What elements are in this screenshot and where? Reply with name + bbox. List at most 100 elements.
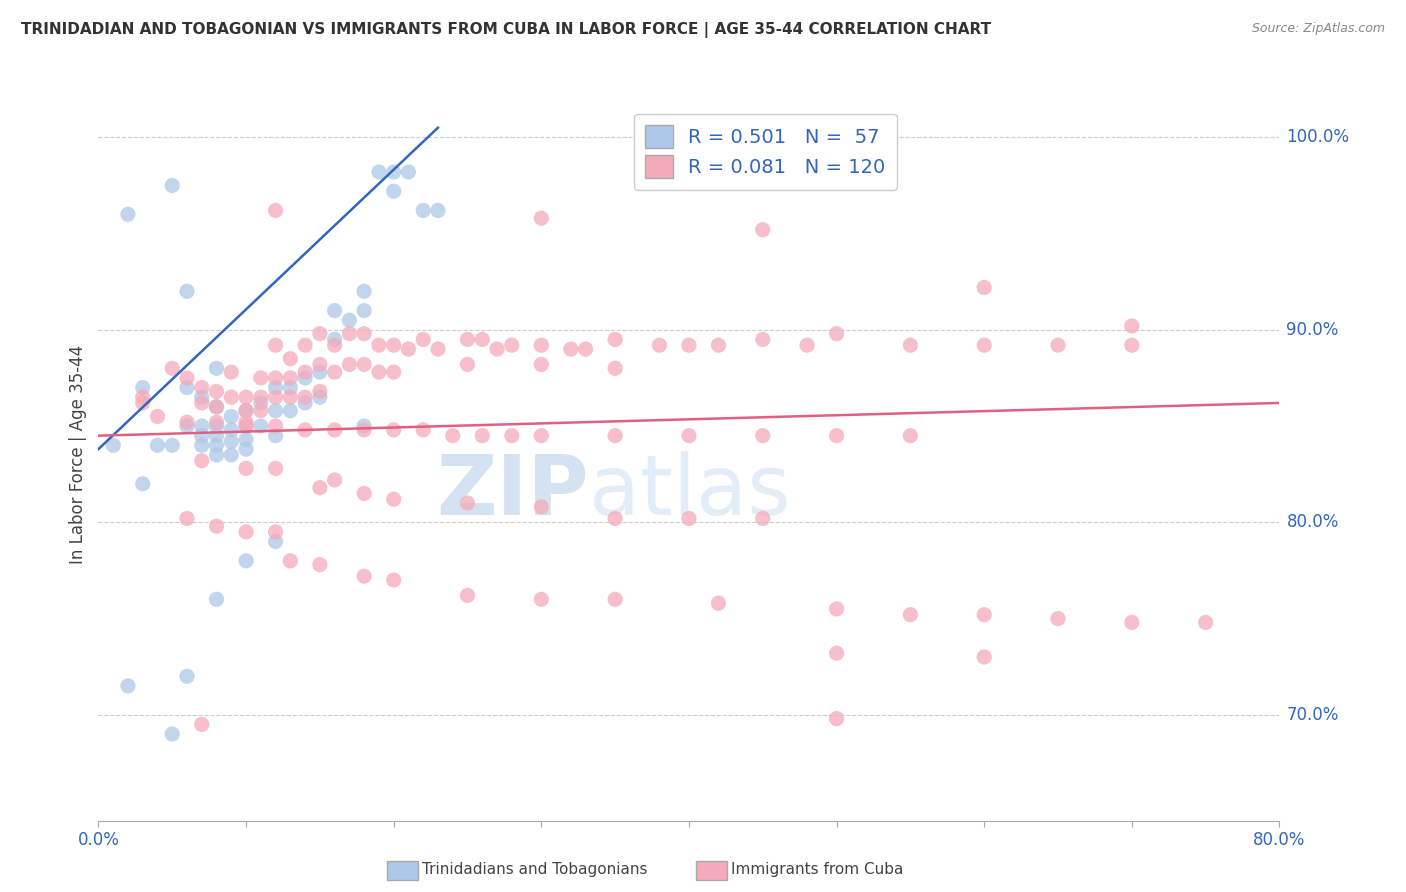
Point bbox=[250, 403, 273, 417]
Point bbox=[219, 365, 242, 379]
Point bbox=[456, 333, 478, 347]
Point bbox=[191, 390, 214, 404]
Point bbox=[678, 338, 700, 352]
Point bbox=[205, 400, 228, 414]
Point bbox=[486, 342, 509, 356]
Point bbox=[309, 390, 332, 404]
Point bbox=[751, 333, 773, 347]
Point bbox=[219, 390, 242, 404]
Point bbox=[751, 511, 773, 525]
Point bbox=[205, 361, 228, 376]
Point bbox=[235, 415, 257, 429]
Point bbox=[309, 365, 332, 379]
Point bbox=[678, 428, 700, 442]
Point bbox=[250, 371, 273, 385]
Text: 70.0%: 70.0% bbox=[1286, 706, 1339, 723]
Point bbox=[294, 365, 316, 379]
Point bbox=[605, 361, 627, 376]
Text: atlas: atlas bbox=[589, 451, 790, 532]
Point bbox=[264, 534, 287, 549]
Point bbox=[250, 390, 273, 404]
Y-axis label: In Labor Force | Age 35-44: In Labor Force | Age 35-44 bbox=[69, 345, 87, 565]
Point bbox=[235, 442, 257, 457]
Point bbox=[146, 438, 169, 452]
Point bbox=[235, 419, 257, 434]
Point bbox=[530, 358, 553, 372]
Point bbox=[132, 390, 155, 404]
Point bbox=[368, 338, 391, 352]
Point bbox=[264, 419, 287, 434]
Point bbox=[337, 313, 360, 327]
Point bbox=[132, 476, 155, 491]
Point bbox=[796, 338, 818, 352]
Point bbox=[176, 380, 198, 394]
Point bbox=[382, 423, 405, 437]
Point bbox=[574, 342, 596, 356]
Point bbox=[353, 358, 375, 372]
Point bbox=[382, 338, 405, 352]
Point bbox=[132, 396, 155, 410]
Point bbox=[235, 390, 257, 404]
Point bbox=[309, 558, 332, 572]
Point bbox=[219, 434, 242, 449]
Point bbox=[103, 438, 125, 452]
Point bbox=[353, 419, 375, 434]
Point bbox=[530, 338, 553, 352]
Point bbox=[235, 403, 257, 417]
Point bbox=[162, 438, 183, 452]
Point bbox=[191, 717, 214, 731]
Point bbox=[205, 428, 228, 442]
Point bbox=[176, 419, 198, 434]
Text: ZIP: ZIP bbox=[436, 451, 589, 532]
Point bbox=[707, 596, 730, 610]
Point bbox=[309, 481, 332, 495]
Point bbox=[250, 396, 273, 410]
Point bbox=[235, 524, 257, 539]
Point bbox=[278, 351, 302, 366]
Point bbox=[264, 461, 287, 475]
Text: Immigrants from Cuba: Immigrants from Cuba bbox=[731, 863, 904, 877]
Point bbox=[560, 342, 582, 356]
Point bbox=[205, 419, 228, 434]
Point bbox=[412, 333, 434, 347]
Point bbox=[278, 554, 302, 568]
Point bbox=[146, 409, 169, 424]
Point bbox=[278, 390, 302, 404]
Point bbox=[323, 473, 346, 487]
Point bbox=[264, 428, 287, 442]
Point bbox=[219, 448, 242, 462]
Point bbox=[323, 303, 346, 318]
Point bbox=[162, 178, 183, 193]
Text: TRINIDADIAN AND TOBAGONIAN VS IMMIGRANTS FROM CUBA IN LABOR FORCE | AGE 35-44 CO: TRINIDADIAN AND TOBAGONIAN VS IMMIGRANTS… bbox=[21, 22, 991, 38]
Point bbox=[368, 165, 391, 179]
Point bbox=[191, 396, 214, 410]
Point bbox=[751, 428, 773, 442]
Point bbox=[294, 423, 316, 437]
Point bbox=[501, 428, 523, 442]
Point bbox=[456, 358, 478, 372]
Point bbox=[353, 486, 375, 500]
Point bbox=[191, 380, 214, 394]
Point bbox=[973, 650, 995, 665]
Point bbox=[162, 361, 183, 376]
Point bbox=[235, 433, 257, 447]
Point bbox=[250, 419, 273, 434]
Point bbox=[264, 203, 287, 218]
Point bbox=[337, 358, 360, 372]
Point bbox=[501, 338, 523, 352]
Point bbox=[605, 592, 627, 607]
Point bbox=[278, 380, 302, 394]
Point bbox=[530, 592, 553, 607]
Point bbox=[382, 165, 405, 179]
Point bbox=[264, 403, 287, 417]
Point bbox=[205, 400, 228, 414]
Point bbox=[205, 448, 228, 462]
Point bbox=[825, 428, 848, 442]
Point bbox=[900, 428, 922, 442]
Point bbox=[309, 358, 332, 372]
Text: 100.0%: 100.0% bbox=[1286, 128, 1350, 146]
Point bbox=[205, 384, 228, 399]
Point bbox=[264, 380, 287, 394]
Point bbox=[605, 511, 627, 525]
Point bbox=[117, 679, 139, 693]
